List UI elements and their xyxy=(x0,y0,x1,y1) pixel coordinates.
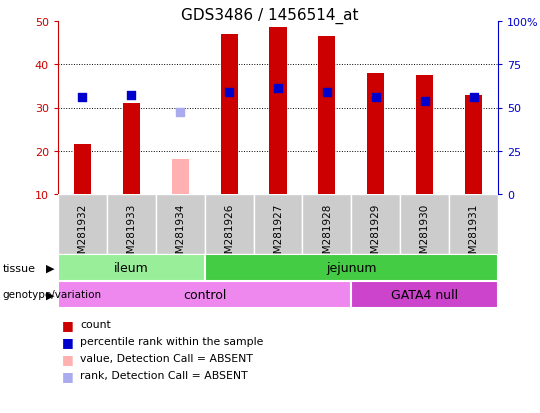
Text: ■: ■ xyxy=(62,369,74,382)
Text: value, Detection Call = ABSENT: value, Detection Call = ABSENT xyxy=(80,354,253,363)
Bar xyxy=(416,76,433,195)
Bar xyxy=(352,281,498,308)
Point xyxy=(274,85,282,92)
Text: genotype/variation: genotype/variation xyxy=(3,290,102,300)
Bar xyxy=(107,195,156,254)
Text: GSM281931: GSM281931 xyxy=(469,204,478,267)
Bar xyxy=(172,160,189,195)
Bar xyxy=(58,195,107,254)
Text: ileum: ileum xyxy=(114,261,148,274)
Text: ■: ■ xyxy=(62,335,74,348)
Bar xyxy=(58,281,352,308)
Bar xyxy=(123,104,140,195)
Point xyxy=(372,94,380,101)
Text: ■: ■ xyxy=(62,318,74,331)
Point xyxy=(225,90,233,97)
Text: GSM281933: GSM281933 xyxy=(126,204,136,267)
Bar xyxy=(156,195,205,254)
Text: ▶: ▶ xyxy=(45,263,54,273)
Bar xyxy=(205,195,254,254)
Point xyxy=(469,94,478,101)
Bar xyxy=(269,28,287,195)
Bar xyxy=(74,145,91,195)
Text: rank, Detection Call = ABSENT: rank, Detection Call = ABSENT xyxy=(80,370,247,380)
Text: GSM281927: GSM281927 xyxy=(273,204,283,267)
Bar xyxy=(58,254,205,281)
Text: percentile rank within the sample: percentile rank within the sample xyxy=(80,337,264,347)
Point xyxy=(176,109,185,116)
Text: ■: ■ xyxy=(62,352,74,365)
Point xyxy=(127,92,136,99)
Text: GSM281926: GSM281926 xyxy=(224,204,234,267)
Text: GSM281934: GSM281934 xyxy=(175,204,185,267)
Bar xyxy=(367,74,384,195)
Text: jejunum: jejunum xyxy=(326,261,376,274)
Bar xyxy=(465,95,482,195)
Text: ▶: ▶ xyxy=(45,290,54,300)
Text: GATA4 null: GATA4 null xyxy=(391,288,458,301)
Bar xyxy=(302,195,352,254)
Bar xyxy=(449,195,498,254)
Bar xyxy=(220,35,238,195)
Text: control: control xyxy=(183,288,226,301)
Text: GSM281932: GSM281932 xyxy=(77,204,87,267)
Point xyxy=(78,94,87,101)
Text: GDS3486 / 1456514_at: GDS3486 / 1456514_at xyxy=(181,8,359,24)
Text: GSM281928: GSM281928 xyxy=(322,204,332,267)
Point xyxy=(420,98,429,105)
Text: GSM281930: GSM281930 xyxy=(420,204,430,267)
Bar xyxy=(400,195,449,254)
Bar xyxy=(205,254,498,281)
Text: tissue: tissue xyxy=(3,263,36,273)
Bar xyxy=(352,195,400,254)
Text: count: count xyxy=(80,320,111,330)
Text: GSM281929: GSM281929 xyxy=(371,204,381,267)
Bar xyxy=(254,195,302,254)
Point xyxy=(322,90,331,97)
Bar xyxy=(319,37,335,195)
